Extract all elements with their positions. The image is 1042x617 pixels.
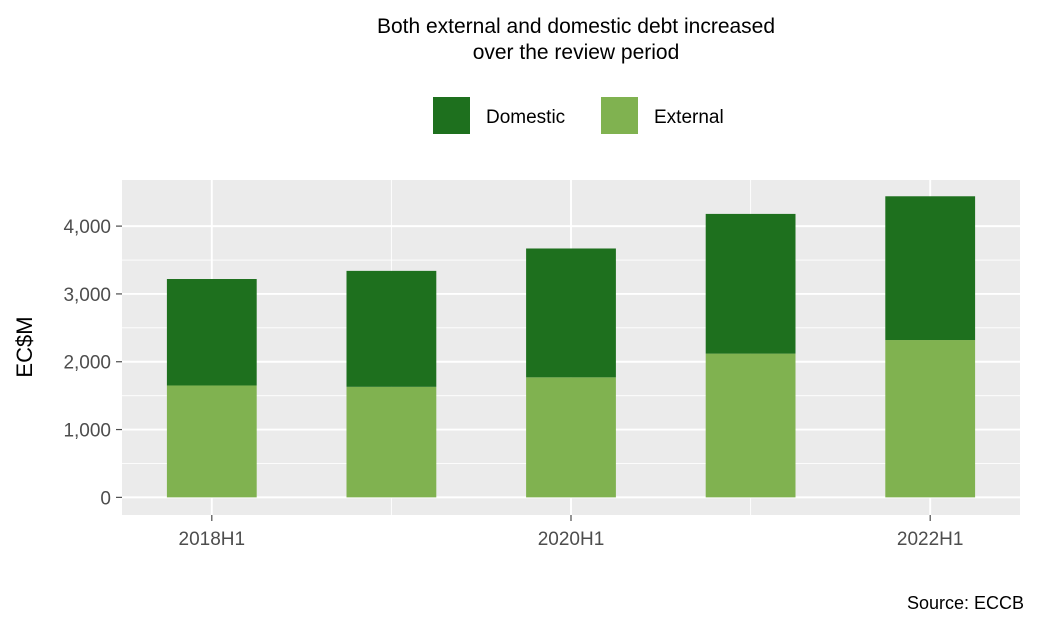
chart-title-line-1: Both external and domestic debt increase… bbox=[377, 15, 775, 38]
bar-external-2018H1 bbox=[166, 385, 257, 498]
bar-external-2019H1 bbox=[346, 386, 437, 498]
bar-domestic-2022H1 bbox=[885, 196, 976, 341]
bar-domestic-2018H1 bbox=[166, 279, 257, 386]
legend-label-domestic: Domestic bbox=[486, 107, 565, 128]
bar-domestic-2019H1 bbox=[346, 270, 437, 387]
bar-external-2020H1 bbox=[526, 377, 616, 498]
y-tick-label: 4,000 bbox=[63, 217, 111, 238]
bar-domestic-2020H1 bbox=[526, 248, 616, 378]
legend-key-domestic bbox=[433, 97, 470, 134]
y-tick-label: 1,000 bbox=[63, 421, 111, 442]
y-tick-label: 3,000 bbox=[63, 285, 111, 306]
caption: Source: ECCB bbox=[907, 593, 1024, 613]
legend-label-external: External bbox=[654, 107, 724, 128]
y-axis: 0 1,000 2,000 3,000 4,000 bbox=[63, 217, 122, 509]
x-axis: 2018H1 2020H1 2022H1 bbox=[179, 515, 964, 550]
chart-title-line-2: over the review period bbox=[473, 41, 680, 64]
legend: Domestic External bbox=[433, 97, 724, 134]
legend-key-external bbox=[601, 97, 638, 134]
x-tick-label: 2020H1 bbox=[538, 529, 605, 550]
bars bbox=[166, 196, 976, 498]
bar-domestic-2021H1 bbox=[705, 213, 796, 354]
x-tick-label: 2022H1 bbox=[897, 529, 964, 550]
y-tick-label: 0 bbox=[100, 488, 111, 509]
bar-external-2022H1 bbox=[885, 340, 976, 498]
x-tick-label: 2018H1 bbox=[179, 529, 246, 550]
y-axis-title: EC$M bbox=[12, 316, 37, 377]
bar-external-2021H1 bbox=[705, 353, 796, 498]
y-tick-label: 2,000 bbox=[63, 353, 111, 374]
